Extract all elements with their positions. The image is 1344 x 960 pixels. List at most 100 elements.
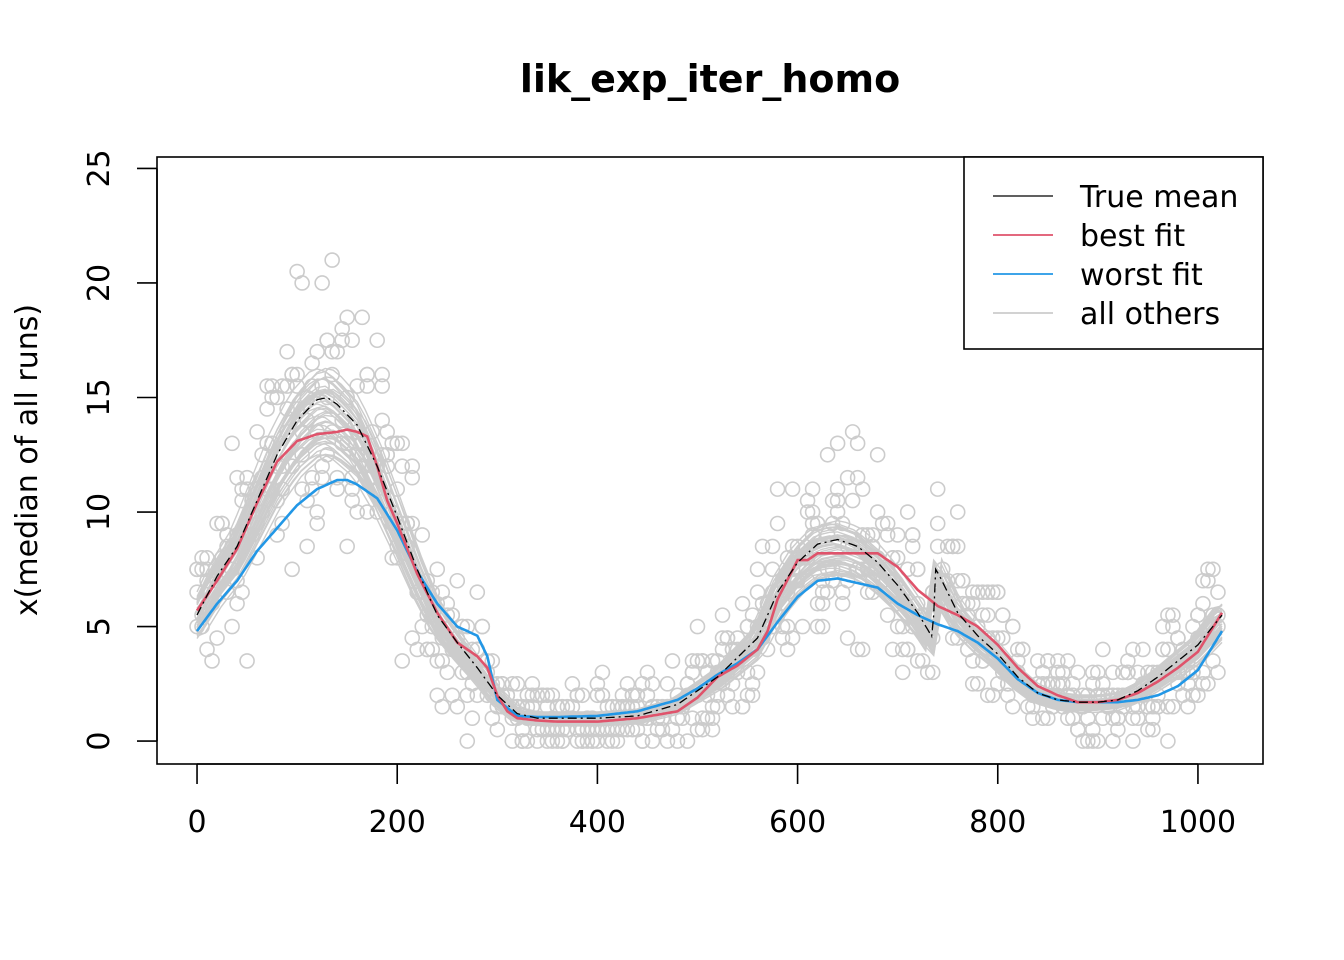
data-point xyxy=(744,687,761,704)
data-point xyxy=(239,469,255,486)
data-point xyxy=(724,698,741,715)
data-point xyxy=(989,584,1006,601)
data-point xyxy=(464,710,481,726)
data-point xyxy=(834,595,851,612)
data-point xyxy=(909,561,926,578)
data-point xyxy=(844,492,861,509)
data-point xyxy=(969,584,986,601)
data-point xyxy=(1085,733,1101,749)
data-point xyxy=(489,721,506,738)
data-point xyxy=(749,664,766,681)
legend: True mean best fit worst fit all others xyxy=(963,156,1264,350)
data-point xyxy=(954,572,971,589)
data-point xyxy=(509,676,526,692)
data-point xyxy=(1195,595,1211,612)
data-point xyxy=(994,630,1011,646)
data-point xyxy=(849,435,866,452)
data-point xyxy=(894,664,911,681)
data-point xyxy=(409,641,426,658)
data-point xyxy=(964,653,981,669)
legend-label: best fit xyxy=(1080,219,1185,254)
data-point xyxy=(1009,641,1026,658)
data-point xyxy=(734,595,751,612)
y-tick-label: 25 xyxy=(82,149,117,187)
fit-lines-layer xyxy=(195,396,1224,723)
y-axis-label: x(median of all runs) xyxy=(10,304,45,616)
best-fit-line xyxy=(195,428,1224,723)
data-point xyxy=(809,618,826,635)
data-point xyxy=(659,676,676,692)
data-point xyxy=(949,504,966,520)
data-point xyxy=(839,469,856,486)
data-point xyxy=(274,378,290,394)
y-tick-label: 15 xyxy=(82,378,117,416)
data-point xyxy=(1160,641,1176,658)
data-point xyxy=(894,641,911,658)
chart-title: lik_exp_iter_homo xyxy=(520,57,900,101)
other-fits-layer xyxy=(196,367,1223,727)
data-point xyxy=(209,630,225,646)
data-point xyxy=(784,481,801,497)
data-point xyxy=(314,469,330,486)
data-point xyxy=(434,698,451,715)
data-point xyxy=(504,733,521,749)
data-point xyxy=(1210,664,1226,681)
data-point xyxy=(1035,710,1051,726)
data-point xyxy=(1040,653,1056,669)
data-point xyxy=(1155,641,1171,658)
data-point xyxy=(1085,664,1101,681)
data-point xyxy=(684,653,701,669)
worst-fit-line xyxy=(195,478,1224,719)
data-point xyxy=(944,538,961,555)
x-axis: 0 200 400 600 800 1000 xyxy=(187,763,1236,840)
data-point xyxy=(344,332,360,349)
data-point xyxy=(979,687,996,704)
data-point xyxy=(1200,676,1216,692)
data-point xyxy=(504,676,521,692)
data-point xyxy=(814,584,831,601)
data-point xyxy=(749,561,766,578)
data-point xyxy=(964,676,981,692)
data-point xyxy=(294,446,310,463)
data-point xyxy=(979,607,996,623)
data-point xyxy=(854,481,871,497)
data-point xyxy=(334,332,350,349)
data-point xyxy=(404,458,421,475)
data-point xyxy=(239,653,255,669)
data-point xyxy=(964,584,981,601)
data-point xyxy=(1004,618,1021,635)
data-point xyxy=(539,687,556,704)
data-point xyxy=(569,687,586,704)
data-point xyxy=(234,584,250,601)
legend-label: worst fit xyxy=(1080,258,1203,293)
data-point xyxy=(384,435,401,452)
data-point xyxy=(1090,733,1106,749)
data-point xyxy=(1160,733,1176,749)
x-tick-label: 1000 xyxy=(1160,805,1236,840)
data-point xyxy=(369,332,385,349)
data-point xyxy=(439,664,456,681)
data-point xyxy=(849,641,866,658)
x-tick-label: 0 xyxy=(187,805,206,840)
legend-box xyxy=(963,156,1264,350)
data-point xyxy=(379,458,396,475)
data-point xyxy=(279,343,295,360)
data-point xyxy=(474,618,491,635)
data-point xyxy=(704,721,721,738)
data-point xyxy=(209,515,225,532)
data-point xyxy=(764,538,781,555)
data-point xyxy=(359,366,375,383)
data-point xyxy=(1150,698,1166,715)
data-point xyxy=(909,653,926,669)
true-mean-line xyxy=(196,396,1223,719)
data-point xyxy=(814,618,831,635)
data-point xyxy=(759,641,776,658)
data-point xyxy=(1210,584,1226,601)
data-point xyxy=(1070,664,1086,681)
data-point xyxy=(449,698,466,715)
data-point xyxy=(429,653,446,669)
data-point xyxy=(289,366,305,383)
data-point xyxy=(589,687,606,704)
data-point xyxy=(274,515,290,532)
